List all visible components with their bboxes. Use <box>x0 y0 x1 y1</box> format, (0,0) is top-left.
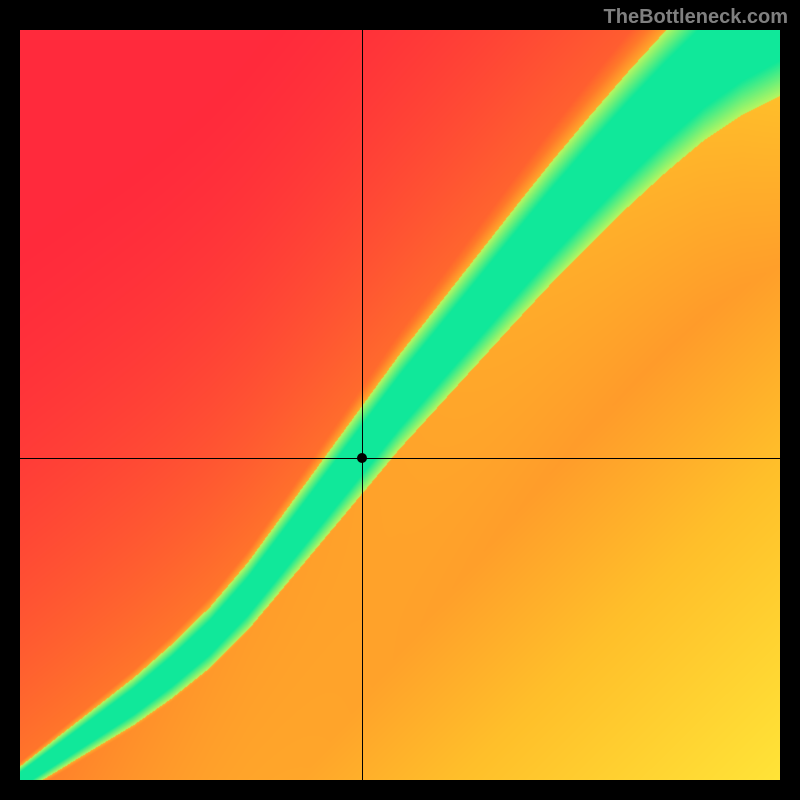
marker-dot <box>357 453 367 463</box>
heatmap-canvas <box>20 30 780 780</box>
crosshair-vertical <box>362 30 363 780</box>
crosshair-horizontal <box>20 458 780 459</box>
watermark: TheBottleneck.com <box>604 6 788 29</box>
heatmap-plot <box>20 30 780 780</box>
